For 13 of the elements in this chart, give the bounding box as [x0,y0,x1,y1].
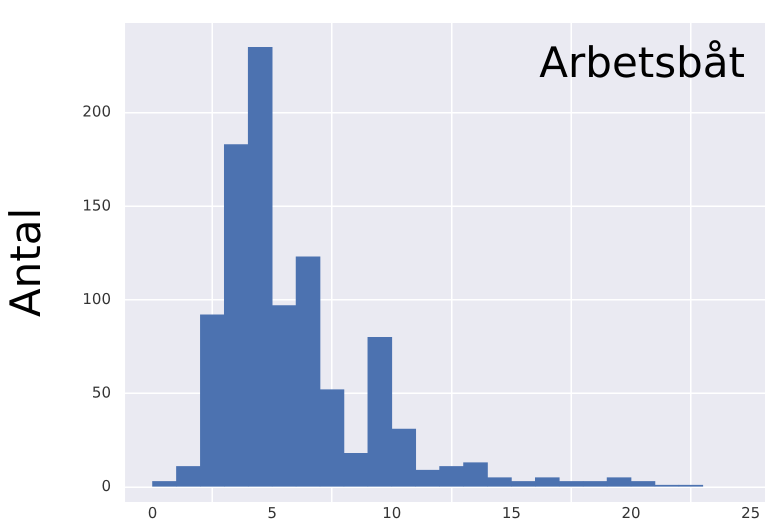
x-tick-label: 5 [267,504,277,522]
x-tick-label: 20 [621,504,641,522]
y-tick-label: 200 [82,102,112,121]
x-tick-label: 15 [502,504,521,522]
x-tick-label: 0 [148,504,158,522]
y-tick-label: 50 [92,383,112,402]
y-tick-label: 0 [101,476,112,495]
x-tick-label: 25 [741,504,760,522]
y-tick-label: 100 [82,290,112,308]
y-tick-label: 150 [82,196,112,214]
y-axis-title: Antal [1,208,50,318]
chart-title: Arbetsbåt [539,38,745,87]
x-tick-label: 10 [382,504,402,522]
